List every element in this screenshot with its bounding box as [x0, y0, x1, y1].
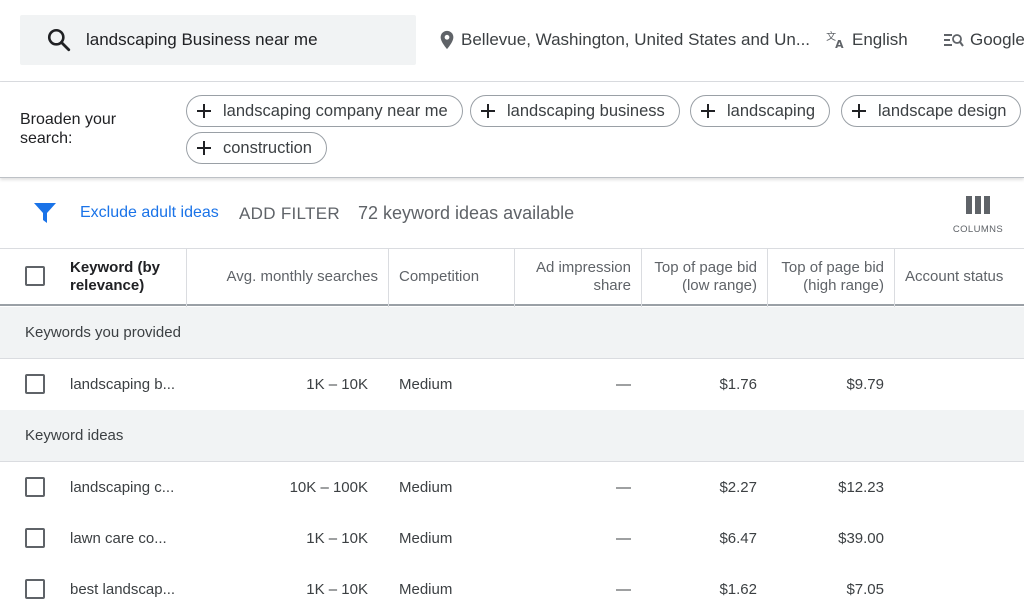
bid-high-cell: $12.23	[838, 479, 884, 496]
bid-high-cell: $9.79	[846, 376, 884, 393]
broaden-label: Broaden your search:	[20, 111, 117, 147]
column-header-avg-monthly-searches[interactable]: Avg. monthly searches	[226, 267, 378, 285]
competition-cell: Medium	[399, 581, 453, 598]
translate-icon: 文 A	[826, 30, 844, 50]
avg-searches-cell: 1K – 10K	[306, 581, 368, 598]
search-icon	[47, 28, 71, 52]
bid-low-cell: $2.27	[719, 479, 757, 496]
keyword-cell: lawn care co...	[70, 530, 167, 547]
network-selector[interactable]: Google	[944, 30, 1024, 50]
column-header-ad-impression-share[interactable]: Ad impression share	[535, 259, 631, 294]
competition-cell: Medium	[399, 530, 453, 547]
table-row[interactable]: lawn care co... 1K – 10K Medium — $6.47 …	[0, 513, 1024, 565]
bid-low-cell: $1.76	[719, 376, 757, 393]
column-header-bid-low[interactable]: Top of page bid (low range)	[654, 259, 757, 294]
svg-text:文: 文	[826, 30, 836, 43]
group-label: Keywords you provided	[25, 324, 181, 341]
table-header: Keyword (by relevance) Avg. monthly sear…	[0, 249, 1024, 306]
filter-icon[interactable]	[34, 203, 56, 223]
location-selector[interactable]: Bellevue, Washington, United States and …	[438, 30, 810, 50]
avg-searches-cell: 1K – 10K	[306, 530, 368, 547]
search-query-text: landscaping Business near me	[86, 30, 318, 49]
broaden-chip[interactable]: construction	[186, 132, 327, 164]
keyword-cell: best landscap...	[70, 581, 176, 598]
plus-icon	[852, 104, 866, 118]
plus-icon	[197, 141, 211, 155]
row-checkbox[interactable]	[25, 528, 45, 548]
search-list-icon	[944, 34, 964, 47]
row-checkbox[interactable]	[25, 477, 45, 497]
table-row[interactable]: landscaping b... 1K – 10K Medium — $1.76…	[0, 359, 1024, 411]
broaden-chip-label: construction	[223, 138, 312, 157]
keyword-cell: landscaping c...	[70, 479, 175, 496]
language-text: English	[852, 30, 908, 49]
exclude-adult-ideas-link[interactable]: Exclude adult ideas	[80, 204, 219, 221]
group-header-ideas: Keyword ideas	[0, 410, 1024, 462]
group-header-provided: Keywords you provided	[0, 307, 1024, 359]
impression-share-cell: —	[616, 376, 631, 393]
broaden-chip-label: landscaping	[727, 101, 816, 120]
select-all-checkbox[interactable]	[25, 266, 45, 286]
ideas-available-count: 72 keyword ideas available	[358, 203, 575, 223]
avg-searches-cell: 1K – 10K	[306, 376, 368, 393]
plus-icon	[197, 104, 211, 118]
column-header-account-status[interactable]: Account status	[905, 267, 1004, 285]
search-input[interactable]: landscaping Business near me	[20, 15, 416, 65]
row-checkbox[interactable]	[25, 579, 45, 599]
row-checkbox[interactable]	[25, 374, 45, 394]
competition-cell: Medium	[399, 376, 453, 393]
broaden-chip-label: landscaping business	[507, 101, 665, 120]
bid-low-cell: $6.47	[719, 530, 757, 547]
broaden-search-panel: Broaden your search: landscaping company…	[0, 82, 1024, 178]
bid-low-cell: $1.62	[719, 581, 757, 598]
broaden-chip-label: landscaping company near me	[223, 101, 448, 120]
column-header-keyword[interactable]: Keyword (by relevance)	[70, 259, 161, 294]
broaden-chip-label: landscape design	[878, 101, 1007, 120]
table-row[interactable]: landscaping c... 10K – 100K Medium — $2.…	[0, 462, 1024, 514]
language-selector[interactable]: 文 A English	[826, 30, 908, 50]
location-pin-icon	[440, 30, 454, 50]
broaden-chip[interactable]: landscaping company near me	[186, 95, 463, 127]
svg-text:A: A	[835, 38, 844, 50]
filter-toolbar: Exclude adult ideas ADD FILTER 72 keywor…	[0, 178, 1024, 249]
column-header-competition[interactable]: Competition	[399, 267, 480, 285]
keyword-cell: landscaping b...	[70, 376, 176, 393]
network-text: Google	[970, 30, 1024, 49]
broaden-chip[interactable]: landscaping business	[470, 95, 680, 127]
plus-icon	[701, 104, 715, 118]
column-header-bid-high[interactable]: Top of page bid (high range)	[781, 259, 884, 294]
columns-icon	[966, 196, 990, 214]
broaden-chip[interactable]: landscaping	[690, 95, 831, 127]
top-bar: landscaping Business near me Bellevue, W…	[0, 0, 1024, 82]
columns-label: COLUMNS	[952, 224, 1004, 235]
group-label: Keyword ideas	[25, 427, 124, 444]
impression-share-cell: —	[616, 530, 631, 547]
bid-high-cell: $7.05	[846, 581, 884, 598]
plus-icon	[481, 104, 495, 118]
add-filter-button[interactable]: ADD FILTER	[239, 204, 340, 223]
avg-searches-cell: 10K – 100K	[289, 479, 368, 496]
impression-share-cell: —	[616, 479, 631, 496]
table-row[interactable]: best landscap... 1K – 10K Medium — $1.62…	[0, 564, 1024, 612]
impression-share-cell: —	[616, 581, 631, 598]
broaden-chip[interactable]: landscape design	[841, 95, 1022, 127]
location-text: Bellevue, Washington, United States and …	[461, 30, 811, 49]
columns-button[interactable]: COLUMNS	[948, 196, 1008, 235]
competition-cell: Medium	[399, 479, 453, 496]
bid-high-cell: $39.00	[838, 530, 884, 547]
